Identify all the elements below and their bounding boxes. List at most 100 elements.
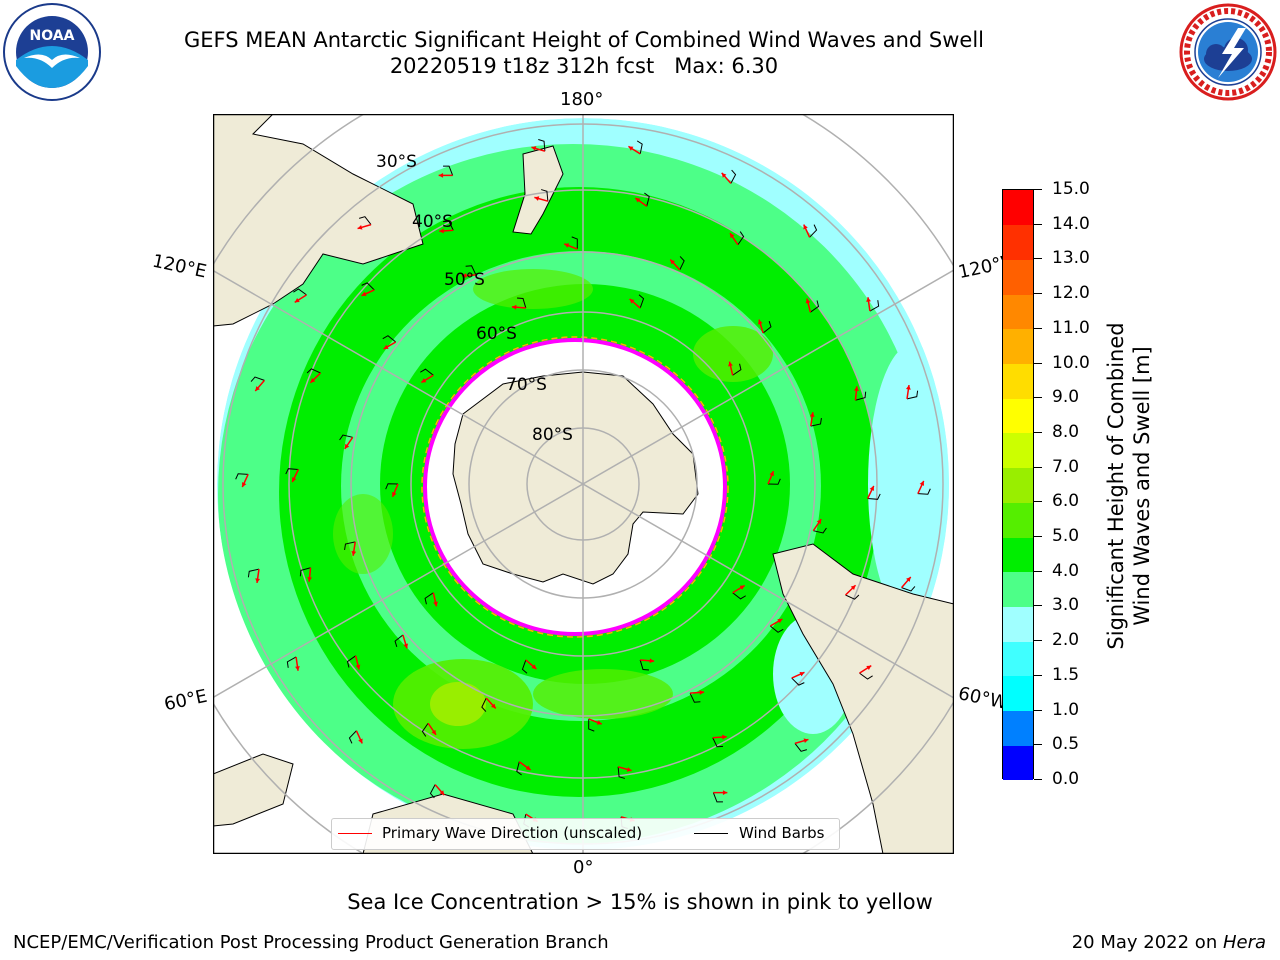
wave-arrow-head [383,344,389,349]
colorbar-segment [1003,190,1033,226]
wave-arrow-head [635,198,641,203]
colorbar-segment [1003,710,1033,746]
wind-barb [339,434,353,441]
lon-label-60e: 60°E [162,685,209,716]
wind-barb [845,594,860,600]
colorbar-tick-label: 10.0 [1052,352,1090,373]
wave-arrow-head [769,471,774,477]
wind-barb [481,697,487,712]
wind-barb [588,718,595,732]
wave-arrow-head [854,386,859,391]
wave-arrow-head [757,319,763,325]
wind-barb [571,236,578,250]
wind-barb [361,282,375,291]
wind-barb [813,527,827,534]
south-america-landmass [772,543,954,854]
wind-barb [250,376,265,382]
colorbar-tick [1034,362,1042,364]
wind-barb [521,659,528,674]
madagascar-landmass [213,753,294,827]
colorbar-segment [1003,432,1033,469]
colorbar-segment [1003,606,1033,642]
wave-arrow-head [490,703,496,709]
lat-label-80s: 80°S [532,425,573,445]
australia-landmass [213,114,424,327]
wave-arrow-head [649,658,655,664]
wave-arrow-head [461,273,467,278]
wind-barb [732,363,742,376]
map-legend: Primary Wave Direction (unscaled) Wind B… [331,818,840,850]
wind-barb [791,677,805,686]
wind-barb [385,483,399,490]
wind-barb [769,625,784,633]
wave-arrow-head [392,491,397,497]
legend-wave-swatch [338,833,372,834]
lon-label-180: 180° [560,89,604,110]
wind-barb [517,297,527,309]
wind-barb [737,231,745,246]
wave-arrow-head [357,225,363,230]
wave-arrow-head [534,196,540,201]
wind-barb [767,478,781,485]
colorbar-tick [1034,779,1042,780]
wave-arrow-head [809,412,815,417]
wave-arrow-head [292,477,297,483]
wave-arrow-head [919,480,925,486]
wave-height-map [213,114,954,854]
wind-barb [732,592,746,600]
wave-arrow-head [531,664,537,670]
wind-barb [421,722,429,737]
wind-barb [394,634,404,648]
lat-label-50s: 50°S [444,270,485,290]
wind-barb [306,368,321,374]
colorbar-tick-label: 7.0 [1052,456,1080,477]
wave-arrow-head [670,259,675,265]
wind-barb [644,192,650,207]
colorbar-tick [1034,258,1042,260]
wind-barb [869,300,880,312]
wind-barb [901,586,916,592]
wave-arrow-head [431,729,436,735]
colorbar-segment [1003,328,1033,365]
footer-date-text: 20 May 2022 on [1071,932,1223,953]
colorbar-segment [1003,675,1033,712]
lon-label-0: 0° [573,857,594,878]
lat-label-70s: 70°S [506,375,547,395]
wind-barb [730,169,737,184]
wind-barb [299,567,311,577]
colorbar-tick [1034,223,1042,225]
noaa-logo: NOAA [3,3,101,101]
colorbar-segment [1003,259,1033,295]
chart-subtitle-forecast: 20220519 t18z 312h fcst Max: 6.30 [389,54,779,78]
wave-arrow-head [730,233,735,239]
colorbar-tick-label: 12.0 [1052,283,1090,304]
wave-arrow-head [439,790,445,796]
wave-arrow-head [255,386,260,391]
wave-arrow-head [799,671,805,677]
wind-barb [348,730,357,744]
colorbar-tick-label: 1.0 [1052,699,1080,720]
colorbar-tick-label: 3.0 [1052,595,1080,616]
colorbar-segment [1003,641,1033,677]
wind-barb [247,568,260,578]
wave-arrow-head [255,578,260,583]
wind-barb [867,493,881,500]
colorbar-tick [1034,431,1042,433]
wave-arrow-head [626,767,632,772]
wave-arrow-head [805,298,811,304]
colorbar [1002,189,1034,781]
colorbar-tick-label: 14.0 [1052,213,1090,234]
lon-label-120e: 120°E [150,250,209,283]
wave-arrow-head [906,385,911,390]
wind-barb [917,488,931,495]
wind-barb [442,220,454,231]
wave-arrow-head [344,443,350,449]
wind-barb [443,165,454,176]
wave-arrow-head [310,377,316,383]
footer-date: 20 May 2022 on Hera [1072,932,1266,953]
colorbar-tick-label: 5.0 [1052,526,1080,547]
wind-barb [762,320,772,334]
wave-arrow-head [699,690,705,695]
colorbar-tick [1034,674,1042,676]
legend-wave-label: Primary Wave Direction (unscaled) [382,824,643,842]
